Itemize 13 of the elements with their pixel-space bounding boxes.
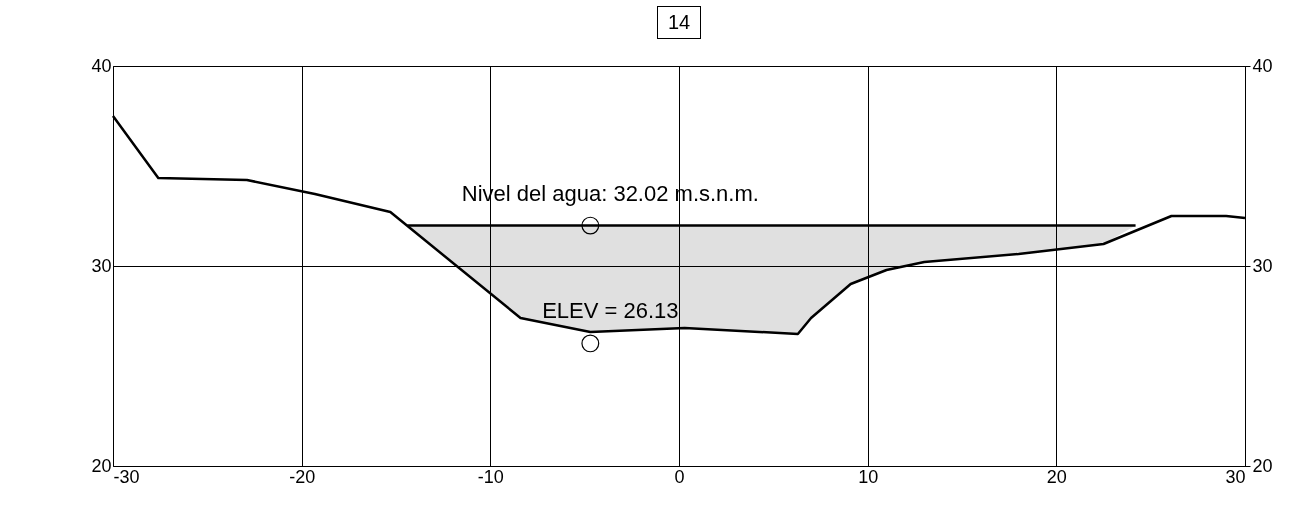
x-tick-label: 30 — [1225, 466, 1246, 487]
chart-title: 14 — [657, 6, 702, 39]
x-tick-label: 20 — [1046, 466, 1067, 487]
y-tick-label: 40 — [91, 55, 112, 76]
y2-tick-label: 40 — [1252, 55, 1273, 76]
x-tick-label: -10 — [477, 466, 504, 487]
y2-tick-label: 30 — [1252, 255, 1273, 276]
annotation: ELEV = 26.13 — [542, 298, 679, 324]
x-tick-label: -20 — [289, 466, 316, 487]
x-tick-label: 0 — [674, 466, 685, 487]
y-tick-label: 30 — [91, 255, 112, 276]
x-tick-label: -30 — [113, 466, 140, 487]
x-tick-label: 10 — [858, 466, 879, 487]
